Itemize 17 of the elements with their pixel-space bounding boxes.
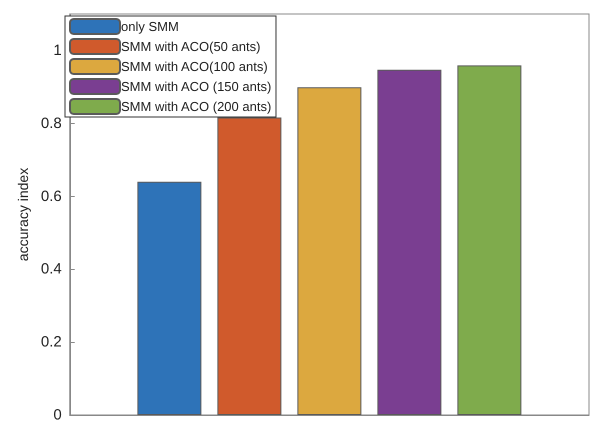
y-axis-title: accuracy index <box>15 168 31 262</box>
bar <box>297 87 362 415</box>
legend-label: SMM with ACO(50 ants) <box>121 39 260 54</box>
legend-label: SMM with ACO (150 ants) <box>121 79 272 94</box>
legend-label: SMM with ACO (200 ants) <box>121 99 272 114</box>
y-tick-label: 1 <box>53 42 62 59</box>
y-tick-label: 0.4 <box>40 260 62 278</box>
bar <box>377 70 442 415</box>
bar <box>137 182 202 415</box>
bar <box>457 65 522 415</box>
legend-label: only SMM <box>121 19 179 34</box>
bar <box>217 118 282 415</box>
y-tick-label: 0 <box>53 406 62 424</box>
y-tick-label: 0.8 <box>40 114 62 132</box>
y-tick-label: 0.6 <box>40 188 62 205</box>
y-tick-label: 0.2 <box>40 334 62 351</box>
legend-label: SMM with ACO(100 ants) <box>121 59 268 74</box>
